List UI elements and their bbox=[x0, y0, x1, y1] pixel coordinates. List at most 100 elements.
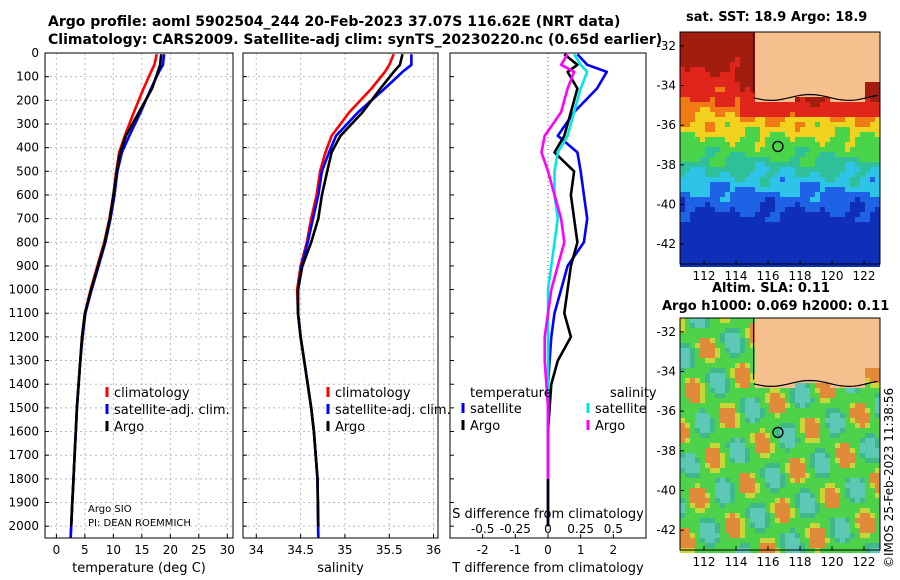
sst-map-cell bbox=[770, 87, 775, 92]
sst-map-cell bbox=[875, 87, 880, 92]
sst-map-cell bbox=[795, 42, 800, 47]
sst-map-cell bbox=[760, 77, 765, 82]
sst-map-cell bbox=[855, 32, 860, 37]
sst-map-ytick-label: -42 bbox=[656, 237, 676, 251]
sla-map-cell bbox=[855, 458, 860, 463]
sst-map-cell bbox=[785, 77, 790, 82]
sla-map-cell bbox=[760, 388, 765, 393]
sst-map-cell bbox=[810, 172, 815, 177]
sla-map-cell bbox=[710, 368, 715, 373]
sla-map-cell bbox=[820, 543, 825, 548]
sst-map-cell bbox=[830, 222, 835, 227]
sla-map-cell bbox=[810, 483, 815, 488]
sst-map-cell bbox=[745, 212, 750, 217]
sla-map-cell bbox=[870, 333, 875, 338]
sla-map-cell bbox=[860, 408, 865, 413]
sst-map-cell bbox=[720, 202, 725, 207]
sst-map-cell bbox=[860, 242, 865, 247]
sla-map-cell bbox=[695, 463, 700, 468]
sst-map-cell bbox=[805, 127, 810, 132]
sst-map-cell bbox=[810, 62, 815, 67]
sla-map-cell bbox=[760, 413, 765, 418]
sla-map-cell bbox=[735, 513, 740, 518]
sst-map-cell bbox=[710, 62, 715, 67]
sst-map-cell bbox=[875, 147, 880, 152]
sst-map-cell bbox=[860, 192, 865, 197]
sla-map-cell bbox=[770, 333, 775, 338]
sst-map-cell bbox=[720, 182, 725, 187]
sla-map-cell bbox=[800, 453, 805, 458]
sla-map-cell bbox=[810, 468, 815, 473]
sla-map-cell bbox=[825, 478, 830, 483]
sla-map-cell bbox=[780, 533, 785, 538]
sst-map-cell bbox=[750, 152, 755, 157]
sst-map-cell bbox=[705, 252, 710, 257]
sst-map-cell bbox=[690, 37, 695, 42]
sla-map-cell bbox=[805, 463, 810, 468]
sst-map-cell bbox=[775, 42, 780, 47]
temperature-xtick-label: 20 bbox=[163, 543, 178, 557]
sst-map-cell bbox=[765, 92, 770, 97]
sst-map-cell bbox=[845, 132, 850, 137]
sst-map-cell bbox=[815, 227, 820, 232]
sst-map-cell bbox=[800, 77, 805, 82]
sst-map-cell bbox=[685, 247, 690, 252]
sst-map-cell bbox=[825, 147, 830, 152]
sla-map-cell bbox=[745, 443, 750, 448]
sst-map-cell bbox=[855, 122, 860, 127]
sla-map-cell bbox=[735, 388, 740, 393]
sla-map-cell bbox=[710, 328, 715, 333]
sst-map-cell bbox=[775, 207, 780, 212]
sst-map-cell bbox=[760, 92, 765, 97]
sla-map-cell bbox=[740, 433, 745, 438]
sst-map-cell bbox=[845, 182, 850, 187]
sst-map-cell bbox=[710, 52, 715, 57]
sla-map-cell bbox=[685, 498, 690, 503]
sla-map-cell bbox=[725, 373, 730, 378]
salinity-xtick-label: 35.5 bbox=[376, 543, 403, 557]
sst-map-cell bbox=[815, 97, 820, 102]
sla-map-cell bbox=[845, 518, 850, 523]
sla-map-cell bbox=[770, 518, 775, 523]
sla-map-cell bbox=[750, 493, 755, 498]
sst-map-cell bbox=[680, 62, 685, 67]
sla-map-cell bbox=[860, 418, 865, 423]
sst-map-cell bbox=[860, 207, 865, 212]
sla-map-cell bbox=[855, 453, 860, 458]
sla-map-cell bbox=[805, 443, 810, 448]
sla-map-cell bbox=[735, 493, 740, 498]
sst-map-cell bbox=[805, 97, 810, 102]
sla-map-cell bbox=[760, 533, 765, 538]
sst-map-cell bbox=[820, 157, 825, 162]
sla-map-cell bbox=[725, 468, 730, 473]
sst-map-cell bbox=[795, 232, 800, 237]
sla-map-cell bbox=[875, 388, 880, 393]
sst-map bbox=[679, 31, 881, 267]
sla-map-cell bbox=[745, 323, 750, 328]
sla-map-cell bbox=[855, 368, 860, 373]
diff-top-tick-label: 0.25 bbox=[567, 522, 594, 536]
sst-map-cell bbox=[860, 107, 865, 112]
sst-map-cell bbox=[790, 122, 795, 127]
sst-map-cell bbox=[760, 42, 765, 47]
sla-map-cell bbox=[685, 478, 690, 483]
sst-map-cell bbox=[755, 152, 760, 157]
sst-map-cell bbox=[705, 92, 710, 97]
sla-map-cell bbox=[740, 533, 745, 538]
sst-map-cell bbox=[795, 57, 800, 62]
sst-map-cell bbox=[825, 217, 830, 222]
sla-map-cell bbox=[840, 483, 845, 488]
sla-map-cell bbox=[775, 523, 780, 528]
sla-map-cell bbox=[860, 438, 865, 443]
sla-map-cell bbox=[860, 328, 865, 333]
sla-map-cell bbox=[750, 423, 755, 428]
sla-map-cell bbox=[730, 498, 735, 503]
sla-map-cell bbox=[855, 338, 860, 343]
sla-map-cell bbox=[805, 353, 810, 358]
sla-map-cell bbox=[820, 468, 825, 473]
sla-map-cell bbox=[785, 373, 790, 378]
sla-map-cell bbox=[820, 418, 825, 423]
sst-map-cell bbox=[680, 207, 685, 212]
sla-map-ytick-label: -36 bbox=[656, 404, 676, 418]
sst-map-cell bbox=[720, 117, 725, 122]
